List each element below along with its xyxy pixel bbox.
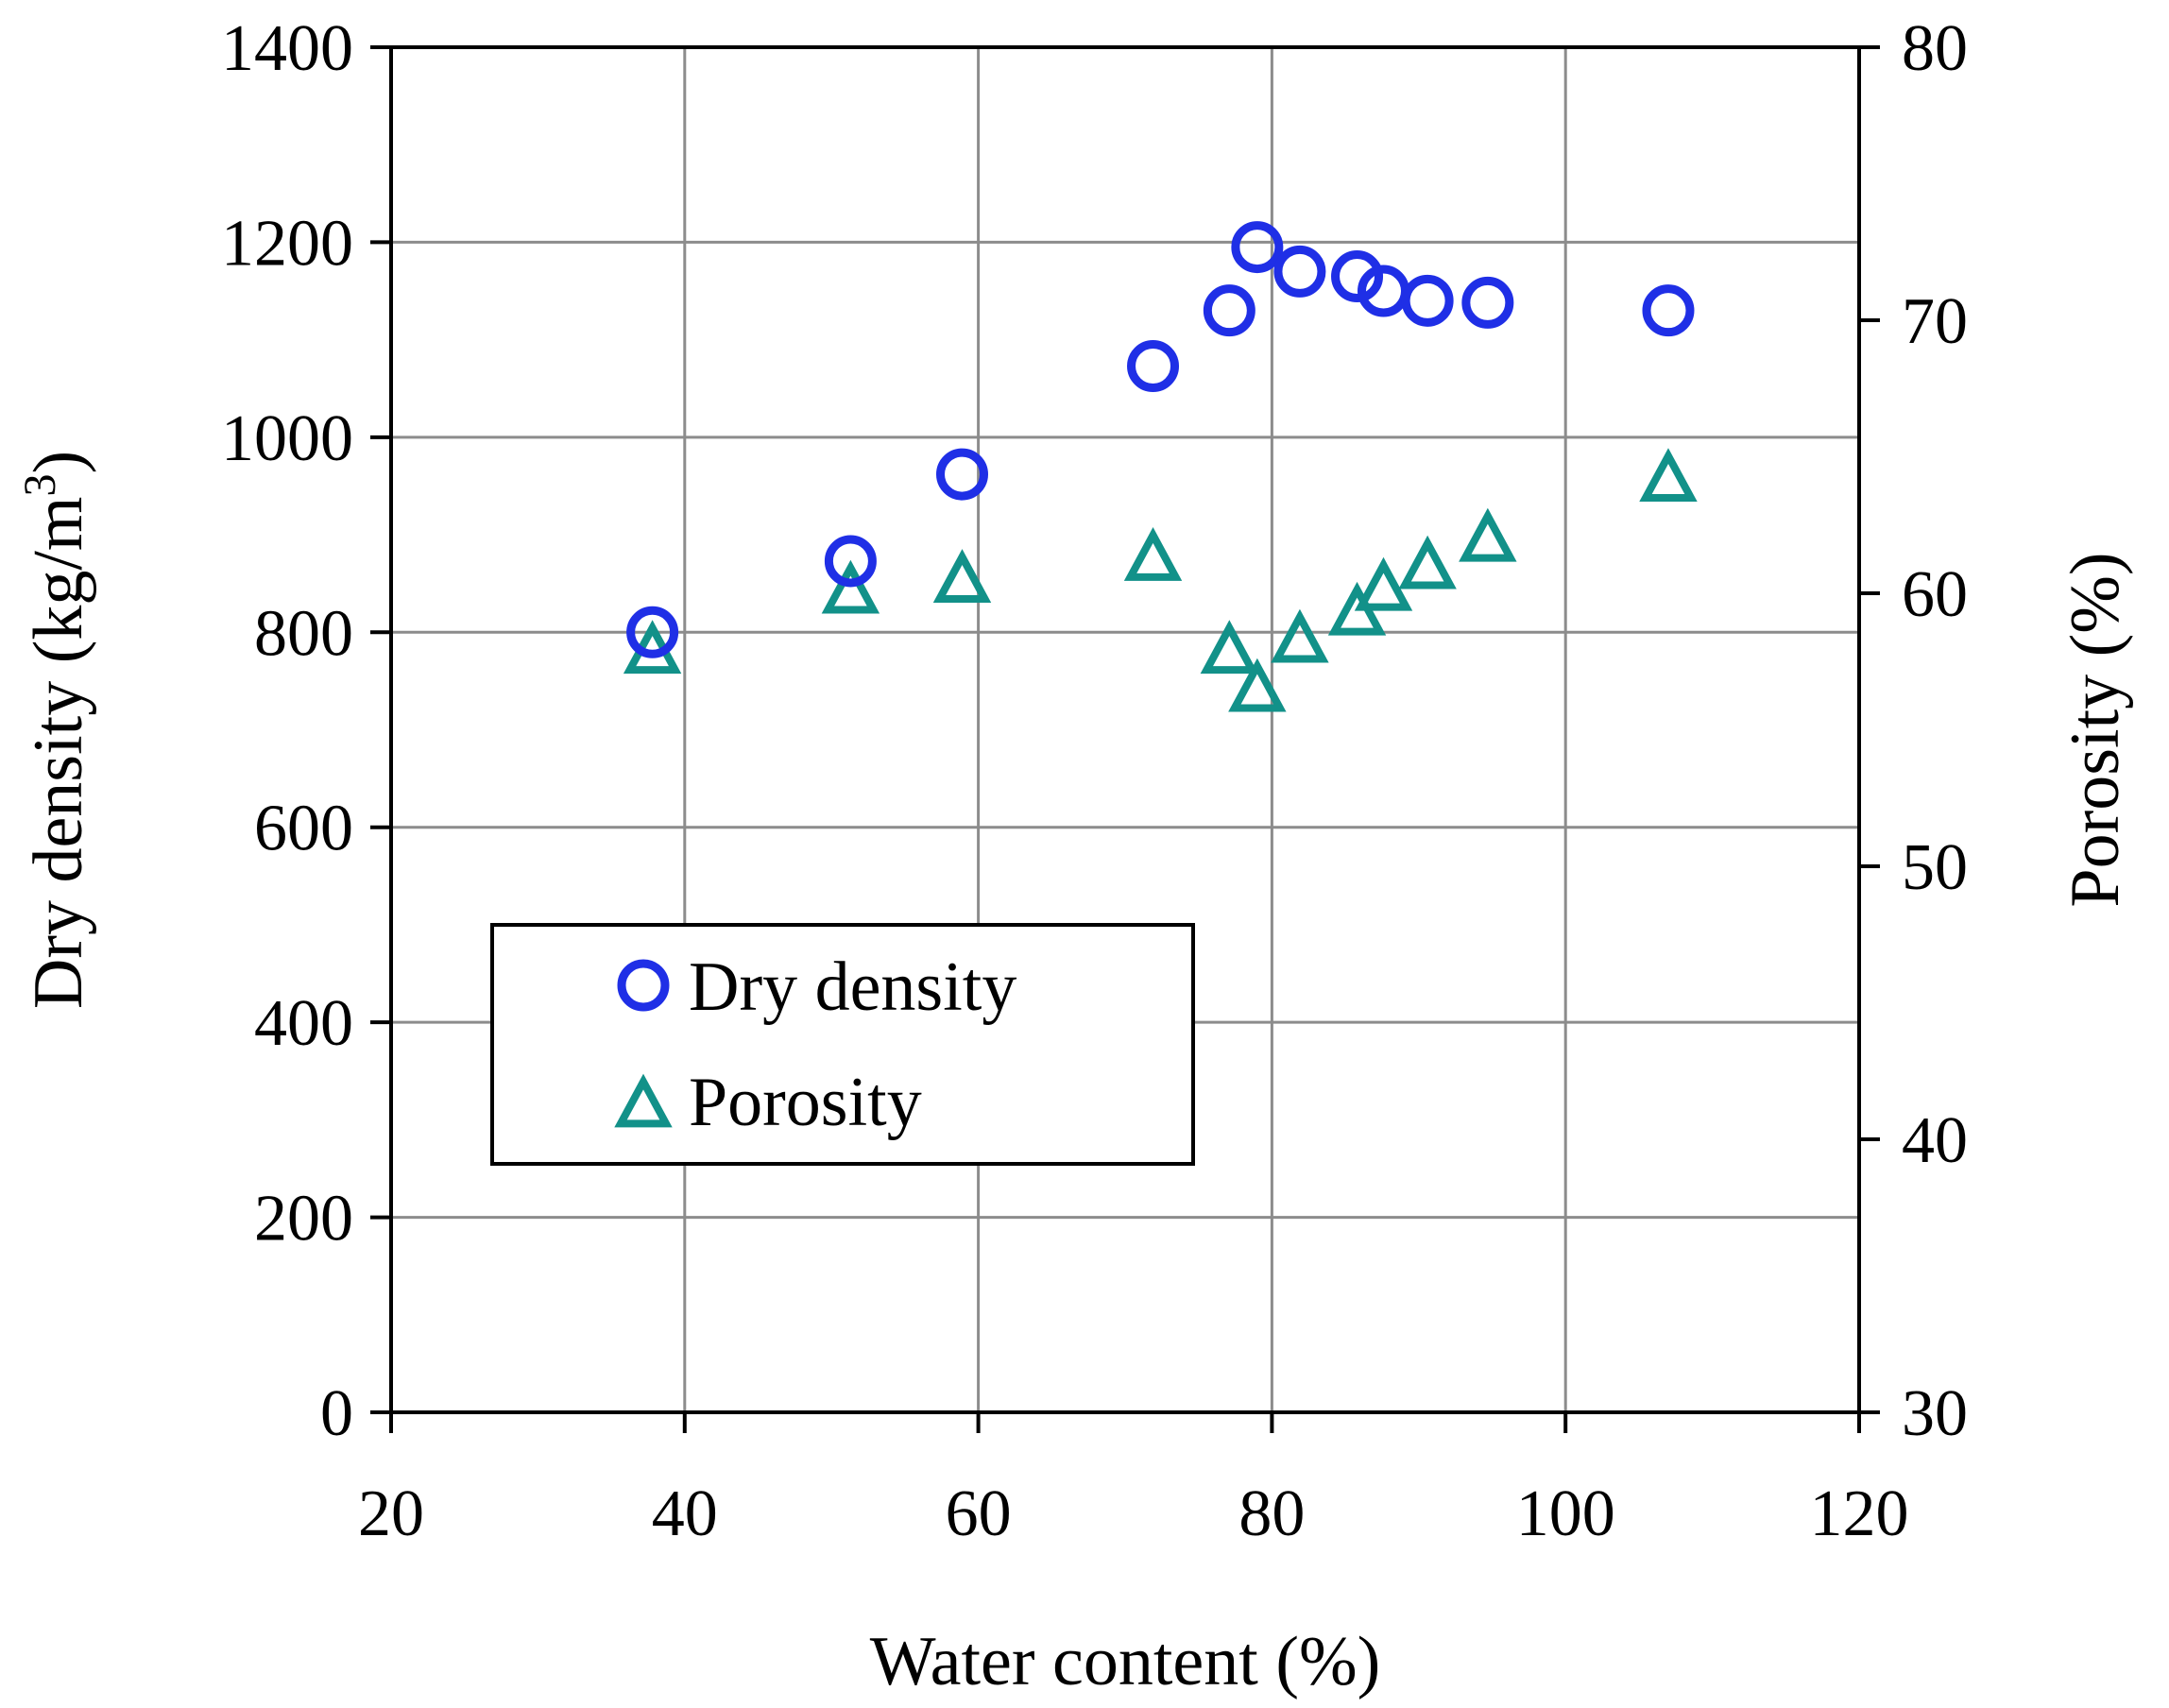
y-left-tick-label: 0 (320, 1377, 353, 1450)
legend-label: Porosity (689, 1064, 922, 1141)
x-axis-title: Water content (%) (870, 1623, 1381, 1700)
y-right-tick-label: 50 (1902, 831, 1968, 904)
y-left-tick-label: 800 (254, 597, 353, 670)
porosity-point (932, 549, 992, 603)
y-left-title-end: ) (20, 451, 97, 474)
dry-density-point (1203, 284, 1255, 337)
x-tick-label: 120 (1810, 1477, 1909, 1550)
y-left-axis-title: Dry density (kg/m3) (15, 451, 97, 1009)
y-left-tick-label: 1200 (221, 207, 353, 280)
x-tick-label: 80 (1238, 1477, 1305, 1550)
dry-density-point (824, 535, 877, 588)
legend-marker-dry-density (617, 959, 670, 1012)
y-right-tick-label: 60 (1902, 558, 1968, 631)
y-right-tick-label: 70 (1902, 285, 1968, 358)
dry-density-point (936, 448, 989, 501)
x-tick-label: 40 (652, 1477, 718, 1550)
y-left-tick-label: 1000 (221, 402, 353, 475)
dry-density-point (1401, 274, 1454, 327)
x-tick-label: 60 (946, 1477, 1012, 1550)
y-left-tick-label: 400 (254, 987, 353, 1060)
series-porosity (623, 448, 1698, 712)
y-left-tick-label: 200 (254, 1183, 353, 1255)
porosity-point (1459, 507, 1517, 562)
porosity-point (1639, 448, 1698, 503)
y-left-tick-label: 1400 (221, 12, 353, 85)
series-dry-density (626, 221, 1695, 658)
dry-density-point (1231, 221, 1284, 274)
porosity-point (1354, 556, 1413, 611)
dry-density-point (1127, 340, 1180, 393)
legend: Dry density Porosity (490, 923, 1195, 1166)
dry-density-point (1461, 276, 1514, 329)
y-right-tick-label: 80 (1902, 12, 1968, 85)
dry-density-point (1273, 245, 1326, 298)
series-layer (623, 221, 1698, 712)
legend-label: Dry density (689, 948, 1016, 1026)
axes: 20 40 60 80 100 12002004006008001000120014003… (221, 12, 1968, 1550)
y-right-tick-label: 40 (1902, 1104, 1968, 1177)
grid-lines (391, 47, 1859, 1412)
porosity-point (1271, 608, 1329, 663)
porosity-point (1200, 620, 1259, 675)
legend-box (490, 923, 1195, 1166)
plot-frame (389, 45, 1861, 1414)
porosity-point (1123, 527, 1183, 581)
y-right-axis-title: Porosity (%) (2057, 552, 2134, 907)
porosity-point (1228, 658, 1287, 712)
y-left-title-superscript: 3 (15, 474, 65, 497)
y-right-tick-label: 30 (1902, 1377, 1968, 1450)
legend-marker-porosity (614, 1073, 673, 1128)
dry-density-point (626, 606, 679, 658)
y-left-title-main: Dry density (kg/m (20, 497, 97, 1010)
dry-density-point (1331, 250, 1384, 303)
x-tick-label: 20 (358, 1477, 424, 1550)
y-left-tick-label: 600 (254, 793, 353, 865)
x-tick-label: 100 (1516, 1477, 1615, 1550)
dry-density-point (1642, 284, 1695, 337)
porosity-point (821, 559, 880, 614)
porosity-point (1398, 535, 1457, 589)
